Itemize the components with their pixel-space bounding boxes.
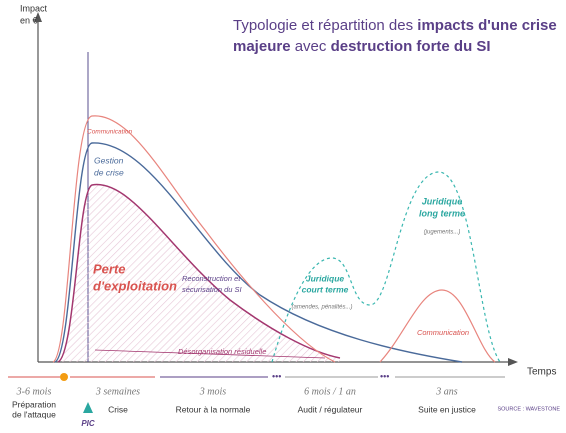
curve-label: sécurisation du SI xyxy=(182,285,242,294)
duration: 3 semaines xyxy=(95,386,140,397)
peak-label: PIC xyxy=(81,419,95,428)
x-label: Temps xyxy=(527,367,556,378)
y-label: Impact xyxy=(20,3,48,13)
duration: 6 mois / 1 an xyxy=(304,386,356,397)
curve-note: (amendes, pénalités...) xyxy=(291,305,352,311)
x-arrow xyxy=(508,358,518,366)
phase: Crise xyxy=(108,404,128,414)
curve-note: (jugements...) xyxy=(424,230,461,236)
title: Typologie et répartition des impacts d'u… xyxy=(233,17,557,34)
title-part: Typologie et répartition des xyxy=(233,17,417,34)
curve-label: Perte xyxy=(93,261,126,276)
phase: de l'attaque xyxy=(12,409,56,419)
source: SOURCE : WAVESTONE xyxy=(497,406,560,412)
crisis-curve xyxy=(54,142,463,363)
title-part: destruction forte du SI xyxy=(331,38,491,55)
duration: 3 mois xyxy=(199,386,227,397)
title-part: impacts d'une crise xyxy=(417,17,556,34)
phase: Retour à la normale xyxy=(176,404,251,414)
loss-area xyxy=(58,184,340,362)
y-arrow xyxy=(34,12,42,22)
duration: 3 ans xyxy=(435,386,458,397)
ellipsis: ••• xyxy=(380,371,389,381)
curve-label: d'exploitation xyxy=(93,278,177,293)
loss-curve xyxy=(57,183,341,363)
title-part: avec xyxy=(291,38,331,55)
attack-marker xyxy=(60,373,68,381)
communication-curve xyxy=(52,115,336,363)
y-label: en € xyxy=(20,15,38,25)
phase: Audit / régulateur xyxy=(298,404,363,414)
phase: Suite en justice xyxy=(418,404,476,414)
legal-curve xyxy=(271,171,501,363)
curve-label: long terme xyxy=(419,208,465,218)
curve-label: Désorganisation résiduelle xyxy=(178,347,266,356)
curve-label: Reconstruction et xyxy=(182,274,241,283)
communication-curve-2 xyxy=(379,289,496,363)
curve-label: Juridique xyxy=(306,273,345,283)
curve-label: Juridique xyxy=(422,196,463,206)
curve-label: Gestion xyxy=(94,155,124,165)
duration: 3-6 mois xyxy=(16,386,52,397)
ellipsis: ••• xyxy=(272,371,281,381)
curve-label: de crise xyxy=(94,167,124,177)
title: majeure avec destruction forte du SI xyxy=(233,38,491,55)
title-part: majeure xyxy=(233,38,291,55)
curve-label: Communication xyxy=(87,129,133,136)
curve-label: court terme xyxy=(302,284,349,294)
residual-line xyxy=(94,349,326,359)
phase: Préparation xyxy=(12,399,56,409)
peak-marker xyxy=(83,402,93,413)
curve-label: Communication xyxy=(417,328,469,337)
